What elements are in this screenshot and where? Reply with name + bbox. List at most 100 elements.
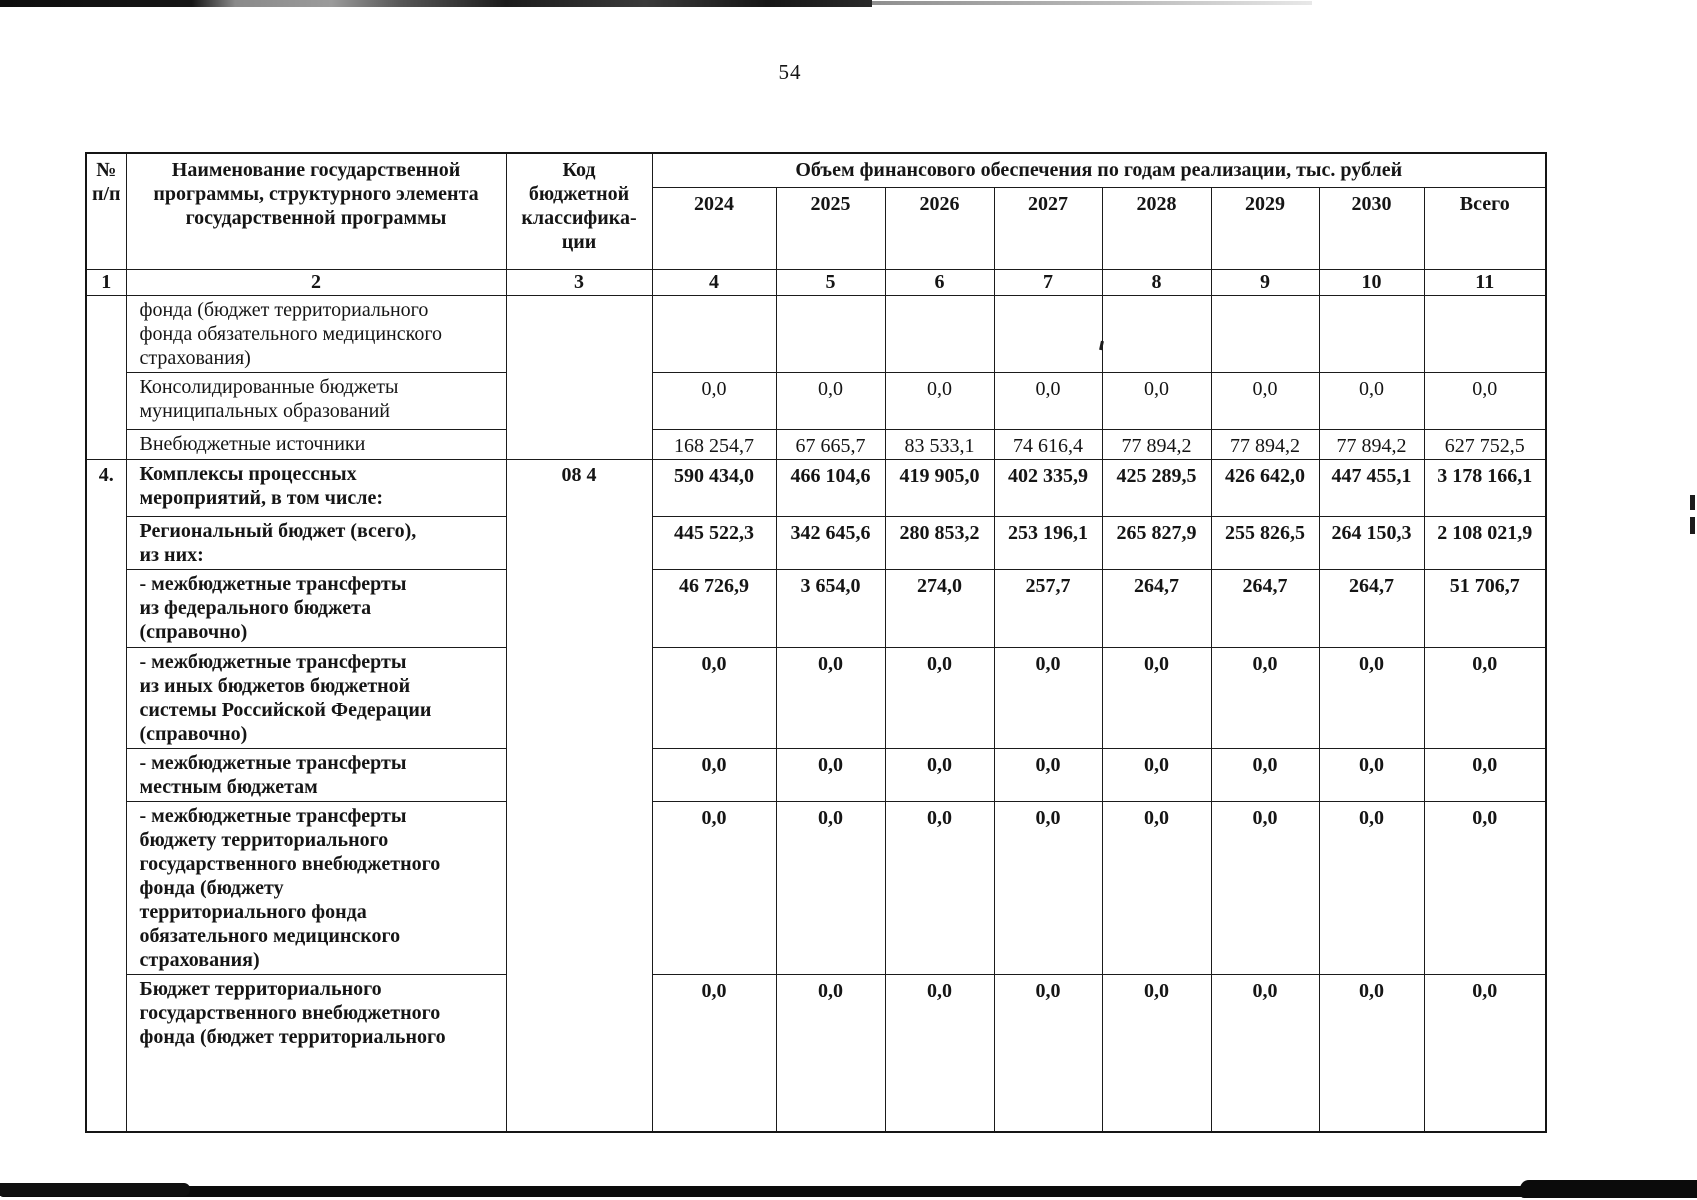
value-cell: 342 645,6 <box>775 515 886 570</box>
col-index: 10 <box>1318 268 1425 296</box>
header-year-2025: 2025 <box>775 186 886 270</box>
header-year-2028: 2028 <box>1101 186 1212 270</box>
value-cell: 0,0 <box>1210 646 1320 749</box>
scan-speck <box>1690 517 1695 534</box>
value-cell: 0,0 <box>1318 371 1425 430</box>
value-cell: 0,0 <box>1318 973 1425 1133</box>
col-index: 5 <box>775 268 886 296</box>
row-label: - межбюджетные трансферты из федеральног… <box>125 568 507 648</box>
value-cell: 425 289,5 <box>1101 458 1212 517</box>
value-cell: 77 894,2 <box>1210 428 1320 460</box>
value-cell: 0,0 <box>1318 800 1425 975</box>
value-cell: 77 894,2 <box>1318 428 1425 460</box>
header-code: Код бюджетной классифика- ции <box>505 152 653 270</box>
scan-artifact-top-bar-faint <box>872 1 1312 5</box>
table-row: Бюджет территориального государственного… <box>86 973 1547 1133</box>
value-cell: 0,0 <box>1101 646 1212 749</box>
value-cell: 264,7 <box>1318 568 1425 648</box>
value-cell: 0,0 <box>651 747 777 802</box>
table-row: фонда (бюджет территориального фонда обя… <box>85 294 1547 460</box>
value-cell: 51 706,7 <box>1423 568 1547 648</box>
value-cell: 0,0 <box>651 646 777 749</box>
value-cell: 0,0 <box>993 646 1103 749</box>
value-cell: 0,0 <box>1210 973 1320 1133</box>
table-row: Региональный бюджет (всего), из них: 445… <box>86 515 1547 570</box>
row-label: Комплексы процессных мероприятий, в том … <box>125 458 507 517</box>
value-cell: 0,0 <box>775 371 886 430</box>
header-year-2027: 2027 <box>993 186 1103 270</box>
value-cell: 280 853,2 <box>884 515 995 570</box>
table-row: - межбюджетные трансферты местным бюджет… <box>86 747 1547 802</box>
value-cell: 2 108 021,9 <box>1423 515 1547 570</box>
value-cell: 0,0 <box>1423 800 1547 975</box>
table-row: Консолидированные бюджеты муниципальных … <box>86 371 1547 430</box>
value-cell: 402 335,9 <box>993 458 1103 517</box>
row-label: - межбюджетные трансферты из иных бюджет… <box>125 646 507 749</box>
value-cell: 265 827,9 <box>1101 515 1212 570</box>
col-index: 8 <box>1101 268 1212 296</box>
table-row: - межбюджетные трансферты из иных бюджет… <box>86 646 1547 749</box>
value-cell: 0,0 <box>1318 747 1425 802</box>
row-num-group-top <box>85 294 127 460</box>
col-index: 11 <box>1423 268 1547 296</box>
value-cell: 257,7 <box>993 568 1103 648</box>
scan-artifact-bottom-blob-left <box>0 1183 190 1196</box>
header-total: Всего <box>1423 186 1547 270</box>
row-label: Внебюджетные источники <box>125 428 507 460</box>
value-cell: 0,0 <box>884 973 995 1133</box>
scan-artifact-top-bar <box>0 0 872 7</box>
header-year-2024: 2024 <box>651 186 777 270</box>
value-cell <box>775 294 886 373</box>
value-cell <box>884 294 995 373</box>
scan-artifact-bottom-blob <box>1520 1180 1697 1198</box>
value-cell: 0,0 <box>884 800 995 975</box>
row-label: Бюджет территориального государственного… <box>125 973 507 1133</box>
code-cell-empty <box>505 294 653 460</box>
value-cell <box>1210 294 1320 373</box>
value-cell: 447 455,1 <box>1318 458 1425 517</box>
value-cell: 0,0 <box>993 800 1103 975</box>
header-row-years: 2024 2025 2026 2027 2028 2029 2030 Всего <box>86 186 1547 270</box>
table-row: - межбюджетные трансферты бюджету террит… <box>86 800 1547 975</box>
value-cell: 0,0 <box>1423 371 1547 430</box>
row-label: - межбюджетные трансферты бюджету террит… <box>125 800 507 975</box>
col-index: 1 <box>85 268 127 296</box>
value-cell: 0,0 <box>651 973 777 1133</box>
value-cell: 0,0 <box>651 800 777 975</box>
table-row: - межбюджетные трансферты из федеральног… <box>86 568 1547 648</box>
value-cell: 0,0 <box>775 973 886 1133</box>
scan-artifact-bottom-bar <box>0 1186 1697 1197</box>
header-volume: Объем финансового обеспечения по годам р… <box>651 152 1547 188</box>
value-cell: 0,0 <box>775 646 886 749</box>
row-label: фонда (бюджет территориального фонда обя… <box>125 294 507 373</box>
code-cell-item-4: 08 4 <box>505 458 653 1133</box>
col-index: 3 <box>505 268 653 296</box>
col-index: 2 <box>125 268 507 296</box>
column-index-row: 1 2 3 4 5 6 7 8 9 10 11 <box>85 268 1547 296</box>
value-cell: 3 654,0 <box>775 568 886 648</box>
col-index: 4 <box>651 268 777 296</box>
value-cell: 3 178 166,1 <box>1423 458 1547 517</box>
value-cell: 0,0 <box>884 646 995 749</box>
value-cell: 0,0 <box>775 800 886 975</box>
value-cell: 0,0 <box>1423 973 1547 1133</box>
value-cell: 426 642,0 <box>1210 458 1320 517</box>
value-cell: 0,0 <box>1210 800 1320 975</box>
value-cell: 0,0 <box>1101 800 1212 975</box>
value-cell: 67 665,7 <box>775 428 886 460</box>
value-cell: 77 894,2 <box>1101 428 1212 460</box>
value-cell <box>1423 294 1547 373</box>
value-cell: 0,0 <box>651 371 777 430</box>
value-cell: 0,0 <box>1101 371 1212 430</box>
value-cell <box>1318 294 1425 373</box>
row-label: - межбюджетные трансферты местным бюджет… <box>125 747 507 802</box>
value-cell <box>1101 294 1212 373</box>
value-cell: 590 434,0 <box>651 458 777 517</box>
value-cell: 0,0 <box>775 747 886 802</box>
budget-financing-table: № п/п Наименование государственной прогр… <box>85 152 1547 1133</box>
table-row-item-4: 4. Комплексы процессных мероприятий, в т… <box>85 458 1547 1133</box>
value-cell: 445 522,3 <box>651 515 777 570</box>
value-cell: 264,7 <box>1210 568 1320 648</box>
table-row: Внебюджетные источники 168 254,7 67 665,… <box>86 428 1547 460</box>
